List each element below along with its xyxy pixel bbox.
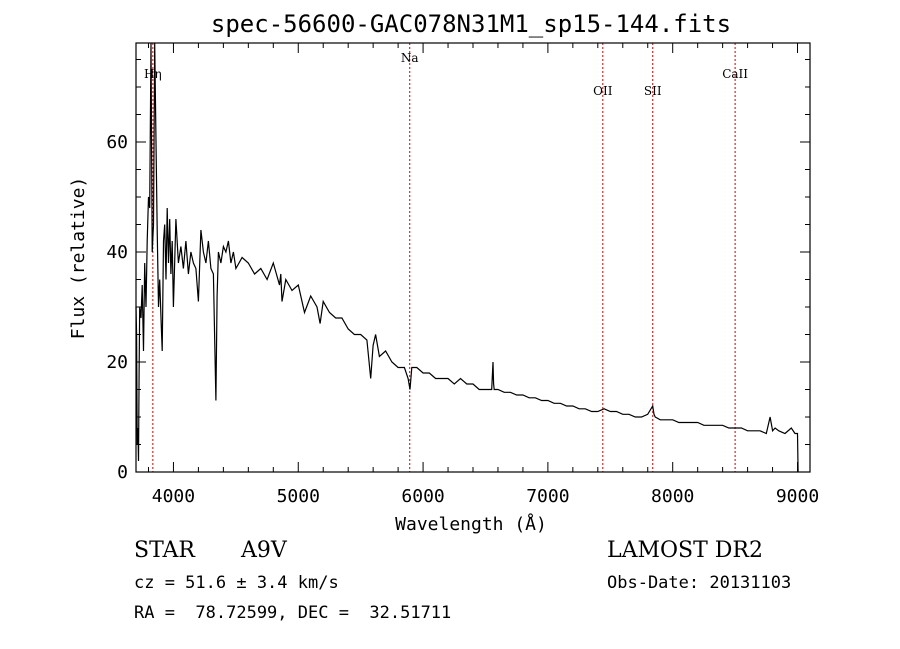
observation-date: Obs-Date: 20131103 xyxy=(607,573,792,593)
sky-coordinates: RA = 78.72599, DEC = 32.51711 xyxy=(134,603,452,623)
y-axis-label: Flux (relative) xyxy=(68,177,89,340)
y-tick-label: 40 xyxy=(106,242,128,263)
spectral-line-label: Na xyxy=(401,51,419,65)
object-class: STAR xyxy=(134,538,195,563)
redshift-velocity: cz = 51.6 ± 3.4 km/s xyxy=(134,573,339,593)
y-axis-ticks: 0 20 40 60 xyxy=(106,59,810,483)
survey-name: LAMOST DR2 xyxy=(607,538,763,563)
spectrum-line xyxy=(135,42,799,473)
y-tick-label: 20 xyxy=(106,352,128,373)
x-tick-label: 6000 xyxy=(401,486,444,507)
y-tick-label: 0 xyxy=(117,462,128,483)
spectral-line-label: SII xyxy=(644,84,662,98)
x-tick-label: 4000 xyxy=(152,486,195,507)
spectral-line-label: CaII xyxy=(722,67,748,81)
x-axis-ticks: 4000 5000 6000 7000 8000 9000 xyxy=(147,43,819,507)
object-subclass: A9V xyxy=(241,538,287,563)
spectral-line-label: OII xyxy=(593,84,613,98)
spectral-line-label: Hη xyxy=(144,67,162,81)
plot-frame xyxy=(135,42,811,473)
y-tick-label: 60 xyxy=(106,132,128,153)
spectral-line-markers: Hη Na OII SII CaII xyxy=(144,43,748,472)
chart-title: spec-56600-GAC078N31M1_sp15-144.fits xyxy=(211,10,731,38)
x-tick-label: 8000 xyxy=(651,486,694,507)
x-tick-label: 5000 xyxy=(277,486,320,507)
x-tick-label: 9000 xyxy=(776,486,819,507)
x-axis-label: Wavelength (Å) xyxy=(395,513,547,535)
x-tick-label: 7000 xyxy=(526,486,569,507)
